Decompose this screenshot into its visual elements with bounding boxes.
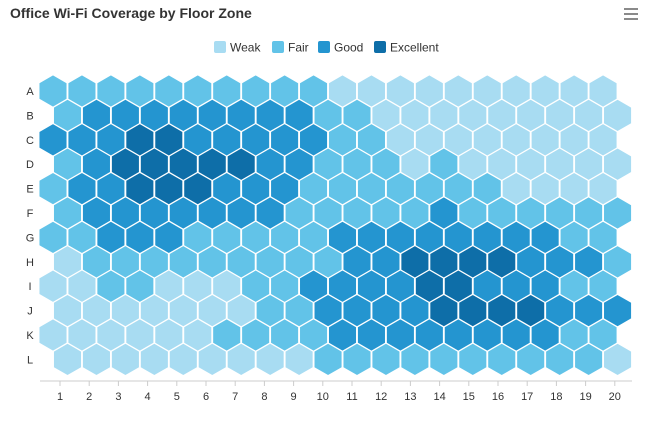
y-tick-label: H [26,257,34,269]
hamburger-menu-icon[interactable] [624,8,638,20]
y-tick-label: K [26,330,34,342]
legend-swatch [374,41,386,53]
x-tick-label: 6 [203,391,209,403]
y-tick-label: G [26,232,35,244]
hex-cell-L16[interactable] [487,342,517,377]
x-tick-label: 2 [86,391,92,403]
x-tick-label: 9 [291,391,297,403]
hex-cell-L9[interactable] [284,342,314,377]
hex-cell-L17[interactable] [516,342,546,377]
legend-label: Weak [230,41,261,55]
legend-item-good[interactable]: Good [318,41,363,55]
legend-label: Fair [288,41,309,55]
hex-cell-L5[interactable] [168,342,198,377]
x-tick-label: 17 [521,391,533,403]
axes: 1 2 3 4 5 6 7 8 9 10 11 12 13 14 15 16 17 18 19 20ABCDEFGHI… [26,86,632,403]
x-tick-label: 8 [261,391,267,403]
x-tick-label: 12 [375,391,387,403]
legend-label: Good [334,41,363,55]
hex-cell-L20[interactable] [603,342,633,377]
legend-item-weak[interactable]: Weak [214,41,261,55]
x-tick-label: 13 [404,391,416,403]
hex-cell-L10[interactable] [313,342,343,377]
hex-cell-L11[interactable] [342,342,372,377]
y-tick-label: J [27,306,33,318]
y-tick-label: A [26,86,34,98]
x-tick-label: 5 [174,391,180,403]
legend-swatch [272,41,284,53]
legend: Weak Fair Good Excellent [214,41,439,55]
y-tick-label: B [26,110,33,122]
hex-cells [38,74,633,377]
hex-cell-L3[interactable] [110,342,140,377]
y-tick-label: C [26,135,34,147]
x-tick-label: 11 [346,391,357,403]
x-tick-label: 16 [492,391,504,403]
x-tick-label: 1 [57,391,63,403]
legend-swatch [318,41,330,53]
hex-cell-L1[interactable] [52,342,83,377]
hex-cell-L15[interactable] [458,342,488,377]
hex-cell-L18[interactable] [545,342,575,377]
y-tick-label: I [28,281,31,293]
x-tick-label: 19 [579,391,591,403]
legend-swatch [214,41,226,53]
x-tick-label: 15 [463,391,475,403]
hex-cell-L12[interactable] [371,342,401,377]
hex-cell-L7[interactable] [226,342,256,377]
legend-item-fair[interactable]: Fair [272,41,309,55]
x-tick-label: 3 [115,391,121,403]
legend-label: Excellent [390,41,439,55]
y-tick-label: F [27,208,34,220]
hex-cell-L13[interactable] [400,342,430,377]
x-tick-label: 18 [550,391,562,403]
x-tick-label: 20 [609,391,621,403]
hex-cell-L8[interactable] [255,342,285,377]
y-tick-label: L [27,354,33,366]
hex-cell-L4[interactable] [139,342,169,377]
x-tick-label: 10 [317,391,329,403]
hex-cell-L19[interactable] [574,342,604,377]
legend-item-excellent[interactable]: Excellent [374,41,439,55]
x-tick-label: 14 [433,391,445,403]
chart-title: Office Wi-Fi Coverage by Floor Zone [10,5,252,21]
x-tick-label: 4 [145,391,151,403]
x-tick-label: 7 [232,391,238,403]
hex-cell-L6[interactable] [197,342,227,377]
y-tick-label: D [26,159,34,171]
y-tick-label: E [26,184,33,196]
hex-cell-L14[interactable] [429,342,459,377]
hex-cell-L2[interactable] [81,342,111,377]
